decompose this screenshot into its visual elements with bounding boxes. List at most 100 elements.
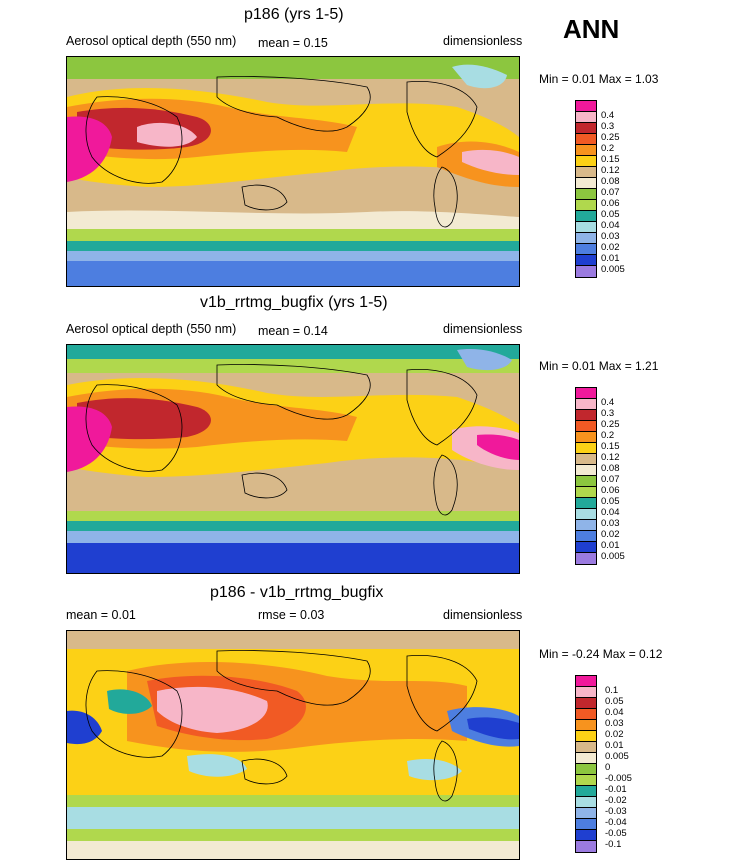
panel-1-colorbar-swatch [576, 145, 596, 156]
panel-2-minmax: Min = 0.01 Max = 1.21 [539, 359, 659, 373]
panel-1-level-11: 0.03 [601, 231, 620, 242]
panel-3-level-10: -0.02 [605, 795, 627, 806]
panel-1-colorbar [575, 100, 597, 278]
panel-3-colorbar-swatch [576, 819, 596, 830]
panel-1-variable-label: Aerosol optical depth (550 nm) [66, 34, 237, 48]
panel-2-level-1: 0.3 [601, 408, 615, 419]
panel-3-level-13: -0.05 [605, 828, 627, 839]
panel-2-level-5: 0.12 [601, 452, 620, 463]
panel-1-minmax: Min = 0.01 Max = 1.03 [539, 72, 659, 86]
panel-3-colorbar-swatch [576, 720, 596, 731]
panel-1-level-1: 0.3 [601, 121, 615, 132]
panel-2-variable-label: Aerosol optical depth (550 nm) [66, 322, 237, 336]
panel-1-colorbar-swatch [576, 244, 596, 255]
panel-3-colorbar-swatch [576, 709, 596, 720]
panel-3-colorbar-swatch [576, 687, 596, 698]
panel-1-level-10: 0.04 [601, 220, 620, 231]
panel-2-level-12: 0.02 [601, 529, 620, 540]
panel-3-colorbar-swatch [576, 742, 596, 753]
panel-3-title: p186 - v1b_rrtmg_bugfix [210, 584, 384, 601]
panel-1-colorbar-swatch [576, 178, 596, 189]
panel-1-level-2: 0.25 [601, 132, 620, 143]
panel-2-colorbar-swatch [576, 487, 596, 498]
panel-2-level-3: 0.2 [601, 430, 615, 441]
panel-1-map-field [67, 57, 519, 286]
panel-2-level-2: 0.25 [601, 419, 620, 430]
panel-1-level-7: 0.07 [601, 187, 620, 198]
panel-2-colorbar-swatch [576, 542, 596, 553]
panel-3-colorbar-swatch [576, 753, 596, 764]
panel-3-colorbar-swatch [576, 698, 596, 709]
panel-3-colorbar-swatch [576, 731, 596, 742]
panel-3-level-6: 0.005 [605, 751, 629, 762]
panel-3-level-0: 0.1 [605, 685, 619, 696]
panel-1-level-8: 0.06 [601, 198, 620, 209]
panel-1-colorbar-swatch [576, 211, 596, 222]
panel-3-colorbar-swatch [576, 830, 596, 841]
panel-2-title: v1b_rrtmg_bugfix (yrs 1-5) [200, 294, 388, 311]
panel-3-colorbar-swatch [576, 797, 596, 808]
panel-1-level-13: 0.01 [601, 253, 620, 264]
panel-2-colorbar-swatch [576, 498, 596, 509]
panel-2-colorbar-swatch [576, 553, 596, 564]
panel-2-colorbar-swatch [576, 476, 596, 487]
panel-2-colorbar-swatch [576, 531, 596, 542]
panel-2-colorbar-swatch [576, 443, 596, 454]
panel-1-colorbar-swatch [576, 156, 596, 167]
panel-3-level-5: 0.01 [605, 740, 624, 751]
panel-2-map-field [67, 345, 519, 573]
panel-1-colorbar-swatch [576, 134, 596, 145]
panel-2-level-6: 0.08 [601, 463, 620, 474]
panel-1-colorbar-swatch [576, 222, 596, 233]
panel-2-mean: mean = 0.14 [258, 324, 328, 338]
panel-3-level-2: 0.04 [605, 707, 624, 718]
panel-3-map [66, 630, 520, 860]
panel-1-title: p186 (yrs 1-5) [244, 6, 344, 23]
panel-3-level-4: 0.02 [605, 729, 624, 740]
panel-2-level-8: 0.06 [601, 485, 620, 496]
panel-1-colorbar-swatch [576, 189, 596, 200]
panel-1-colorbar-swatch [576, 101, 596, 112]
panel-3-colorbar [575, 675, 597, 853]
panel-2-colorbar-swatch [576, 432, 596, 443]
panel-1-colorbar-swatch [576, 200, 596, 211]
panel-2-level-13: 0.01 [601, 540, 620, 551]
panel-3-level-1: 0.05 [605, 696, 624, 707]
panel-2-colorbar [575, 387, 597, 565]
panel-2-level-14: 0.005 [601, 551, 625, 562]
panel-2-colorbar-swatch [576, 399, 596, 410]
panel-3-level-3: 0.03 [605, 718, 624, 729]
panel-3-map-field [67, 631, 519, 859]
panel-3-level-11: -0.03 [605, 806, 627, 817]
panel-2-colorbar-swatch [576, 465, 596, 476]
panel-2-map [66, 344, 520, 574]
panel-3-rmse: rmse = 0.03 [258, 608, 325, 622]
panel-1-level-5: 0.12 [601, 165, 620, 176]
panel-3-level-12: -0.04 [605, 817, 627, 828]
panel-2-level-10: 0.04 [601, 507, 620, 518]
panel-3-level-8: -0.005 [605, 773, 632, 784]
panel-2-level-7: 0.07 [601, 474, 620, 485]
panel-3-level-9: -0.01 [605, 784, 627, 795]
season-label: ANN [563, 14, 620, 44]
panel-2-colorbar-swatch [576, 520, 596, 531]
panel-3-colorbar-swatch [576, 808, 596, 819]
panel-1-mean: mean = 0.15 [258, 36, 328, 50]
panel-3-colorbar-swatch [576, 775, 596, 786]
panel-2-colorbar-swatch [576, 421, 596, 432]
panel-1-colorbar-swatch [576, 123, 596, 134]
panel-1-colorbar-swatch [576, 266, 596, 277]
panel-2-level-0: 0.4 [601, 397, 615, 408]
panel-1-level-9: 0.05 [601, 209, 620, 220]
panel-2-level-9: 0.05 [601, 496, 620, 507]
panel-3-units: dimensionless [443, 608, 523, 622]
panel-1-level-12: 0.02 [601, 242, 620, 253]
panel-2-colorbar-swatch [576, 509, 596, 520]
panel-3-colorbar-swatch [576, 841, 596, 852]
panel-3-colorbar-swatch [576, 786, 596, 797]
panel-1-units: dimensionless [443, 34, 523, 48]
panel-1-level-3: 0.2 [601, 143, 615, 154]
panel-2-level-11: 0.03 [601, 518, 620, 529]
panel-2-colorbar-swatch [576, 388, 596, 399]
panel-3-level-14: -0.1 [605, 839, 622, 850]
